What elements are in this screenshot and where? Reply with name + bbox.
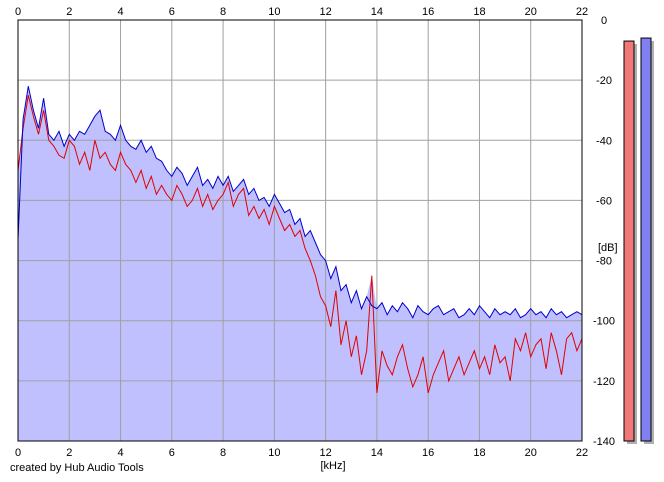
x-tick-labels-bottom: 0 2 4 6 8 10 12 14 16 18 20 22 (15, 447, 588, 459)
x-tick-bottom-10: 20 (525, 447, 537, 459)
level-meters (623, 37, 654, 445)
y-tick-3: -60 (596, 195, 612, 207)
y-tick-5: -100 (593, 316, 615, 328)
x-tick-top-2: 4 (117, 6, 123, 18)
y-tick-1: -20 (596, 75, 612, 87)
y-tick-2: -40 (596, 135, 612, 147)
x-tick-top-9: 18 (473, 6, 485, 18)
x-tick-bottom-2: 4 (117, 447, 123, 459)
y-tick-6: -120 (593, 376, 615, 388)
x-axis-label: [kHz] (320, 460, 345, 472)
y-tick-labels: 0 -20 -40 -60 -80 -100 -120 -140 (593, 15, 615, 448)
x-tick-top-6: 12 (320, 6, 332, 18)
y-tick-4: -80 (596, 256, 612, 268)
x-tick-top-8: 16 (422, 6, 434, 18)
credit-text: created by Hub Audio Tools (10, 462, 144, 474)
x-tick-bottom-1: 2 (66, 447, 72, 459)
x-tick-bottom-3: 6 (169, 447, 175, 459)
x-tick-labels-top: 0 2 4 6 8 10 12 14 16 18 20 22 (15, 6, 588, 18)
y-tick-0: 0 (601, 15, 607, 27)
y-tick-7: -140 (593, 436, 615, 448)
level-meter-0 (623, 40, 635, 442)
y-axis-label: [dB] (598, 242, 618, 254)
x-tick-bottom-7: 14 (371, 447, 383, 459)
level-meter-1 (640, 37, 652, 442)
x-tick-top-3: 6 (169, 6, 175, 18)
series-line-blue (17, 86, 583, 319)
x-tick-bottom-9: 18 (473, 447, 485, 459)
x-tick-top-1: 2 (66, 6, 72, 18)
x-tick-bottom-6: 12 (320, 447, 332, 459)
x-tick-bottom-8: 16 (422, 447, 434, 459)
x-tick-top-7: 14 (371, 6, 383, 18)
x-tick-top-4: 8 (220, 6, 226, 18)
x-tick-bottom-5: 10 (268, 447, 280, 459)
x-tick-top-11: 22 (576, 6, 588, 18)
x-tick-top-5: 10 (268, 6, 280, 18)
x-tick-top-0: 0 (15, 6, 21, 18)
plot-frame (17, 19, 583, 442)
series-line-red (17, 95, 583, 394)
x-tick-bottom-0: 0 (15, 447, 21, 459)
x-tick-top-10: 20 (525, 6, 537, 18)
x-tick-bottom-11: 22 (576, 447, 588, 459)
spectrum-fill-area (18, 86, 582, 441)
x-tick-bottom-4: 8 (220, 447, 226, 459)
